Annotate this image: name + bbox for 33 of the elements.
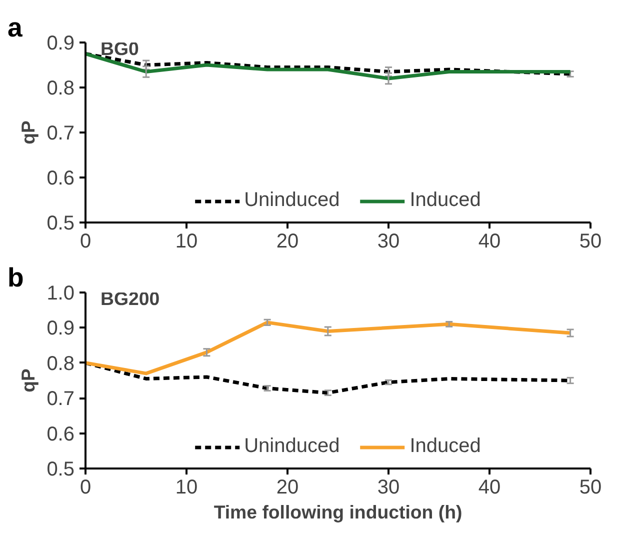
y-tick-label: 0.8 bbox=[46, 352, 75, 375]
x-tick-label: 50 bbox=[579, 476, 602, 498]
x-tick-label: 30 bbox=[377, 230, 400, 252]
y-tick-label: 0.9 bbox=[46, 32, 75, 54]
legend-label: Uninduced bbox=[244, 189, 340, 212]
x-tick-label: 30 bbox=[377, 476, 400, 498]
x-axis-title: Time following induction (h) bbox=[214, 502, 462, 522]
x-tick-label: 10 bbox=[175, 230, 198, 252]
y-tick-label: 1.0 bbox=[46, 282, 75, 304]
y-tick-label: 0.6 bbox=[46, 168, 75, 190]
y-tick-label: 0.5 bbox=[46, 212, 75, 234]
line-series bbox=[86, 320, 572, 376]
legend-label: Uninduced bbox=[244, 435, 340, 458]
y-tick-label: 0.9 bbox=[46, 318, 75, 340]
x-tick-label: 0 bbox=[80, 476, 92, 498]
x-tick-label: 40 bbox=[478, 230, 501, 252]
x-tick-label: 10 bbox=[175, 476, 198, 498]
x-tick-label: 50 bbox=[579, 230, 602, 252]
y-axis-title: qP bbox=[18, 368, 39, 392]
y-tick-label: 0.7 bbox=[46, 388, 75, 410]
y-tick-label: 0.8 bbox=[46, 78, 75, 100]
legend-label: Induced bbox=[410, 435, 481, 458]
y-tick-label: 0.6 bbox=[46, 423, 75, 446]
y-axis-title: qP bbox=[18, 120, 39, 144]
x-tick-label: 20 bbox=[276, 230, 299, 252]
text: a bbox=[8, 12, 22, 42]
y-tick-label: 0.5 bbox=[46, 458, 75, 480]
x-tick-label: 20 bbox=[276, 476, 299, 498]
x-tick-label: 40 bbox=[478, 476, 501, 498]
x-tick-label: 0 bbox=[80, 230, 92, 252]
text: b bbox=[8, 262, 24, 292]
y-tick-label: 0.7 bbox=[46, 122, 75, 144]
legend-label: Induced bbox=[410, 189, 481, 212]
